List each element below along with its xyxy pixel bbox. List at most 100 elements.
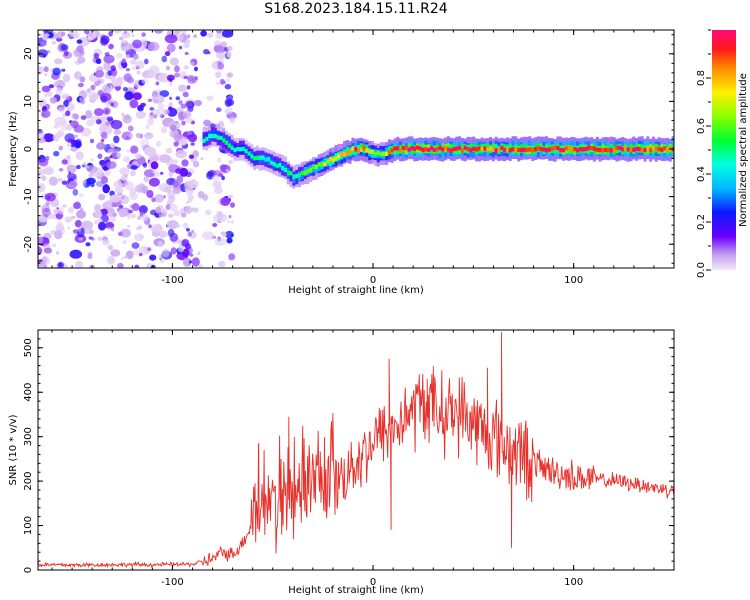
noise-blob xyxy=(54,81,59,87)
noise-blob xyxy=(103,107,111,115)
noise-blob xyxy=(185,100,193,108)
noise-blob xyxy=(150,161,159,170)
noise-blob xyxy=(227,194,234,199)
ridge-cell xyxy=(323,162,327,167)
noise-blob xyxy=(153,114,158,119)
noise-blob xyxy=(215,81,221,86)
ridge-cell xyxy=(365,148,369,153)
ridge-cell xyxy=(208,133,212,139)
ridge-cell xyxy=(531,148,535,153)
noise-blob xyxy=(132,92,142,100)
ridge-cell xyxy=(559,148,563,153)
noise-blob xyxy=(194,99,203,107)
noise-blob xyxy=(57,262,63,267)
colorbar-gradient xyxy=(712,30,736,270)
noise-blob xyxy=(127,224,131,228)
noise-blob xyxy=(114,187,124,194)
ridge-cell xyxy=(475,147,478,152)
ridge-cell xyxy=(438,145,442,150)
ridge-cell xyxy=(573,146,577,152)
noise-blob xyxy=(117,262,124,268)
noise-blob xyxy=(160,126,168,134)
noise-blob xyxy=(107,244,114,251)
noise-blob xyxy=(224,230,234,239)
noise-blob xyxy=(229,116,236,124)
noise-blob xyxy=(44,73,48,77)
noise-blob xyxy=(182,110,192,119)
noise-blob xyxy=(193,34,197,38)
ridge-cell xyxy=(272,162,276,167)
noise-blob xyxy=(178,100,183,105)
spectrogram-x-axis-title: Height of straight line (km) xyxy=(288,285,424,296)
noise-blob xyxy=(58,207,65,215)
noise-blob xyxy=(148,177,160,187)
noise-blob xyxy=(216,210,223,218)
ridge-cell xyxy=(432,147,436,153)
ridge-cell xyxy=(320,162,324,167)
noise-blob xyxy=(218,260,226,268)
ridge-cell xyxy=(337,154,341,159)
noise-blob xyxy=(160,156,166,161)
y-tick-label: 300 xyxy=(23,427,34,446)
noise-blob xyxy=(169,232,179,242)
noise-blob xyxy=(135,153,142,159)
noise-blob xyxy=(99,124,107,133)
noise-blob xyxy=(123,73,132,82)
noise-blob xyxy=(85,110,93,119)
noise-blob xyxy=(144,146,156,156)
ridge-cell xyxy=(306,168,310,174)
noise-blob xyxy=(78,193,84,198)
y-tick-label: -10 xyxy=(23,188,34,204)
ridge-cell xyxy=(286,170,290,176)
noise-blob xyxy=(70,215,76,220)
x-tick-label: 0 xyxy=(370,577,376,588)
noise-blob xyxy=(147,71,156,79)
ridge-cell xyxy=(489,146,492,151)
noise-blob xyxy=(164,34,178,44)
y-tick-label: 0 xyxy=(23,146,34,152)
noise-blob xyxy=(135,110,146,119)
ridge-cell xyxy=(480,146,484,152)
ridge-cell xyxy=(562,147,565,153)
noise-blob xyxy=(123,30,127,35)
noise-blob xyxy=(128,133,134,138)
ridge-cell xyxy=(615,145,619,150)
noise-blob xyxy=(181,159,189,167)
ridge-cell xyxy=(609,147,613,152)
noise-blob xyxy=(174,65,180,73)
noise-blob xyxy=(182,258,190,267)
ridge-cell xyxy=(525,147,529,152)
noise-blob xyxy=(109,155,113,159)
ridge-cell xyxy=(601,147,605,153)
snr-plot: -100 0 100 0 100 200 300 400 500 Height of strai… xyxy=(8,329,675,596)
noise-blob xyxy=(77,56,86,64)
noise-blob xyxy=(122,240,127,245)
noise-blob xyxy=(55,87,63,96)
noise-blob xyxy=(94,81,100,87)
noise-blob xyxy=(170,247,177,255)
noise-blob xyxy=(164,51,171,57)
ridge-cell xyxy=(351,146,355,151)
noise-blob xyxy=(89,229,94,235)
noise-blob xyxy=(141,32,146,37)
noise-blob xyxy=(43,247,53,254)
noise-blob xyxy=(181,239,190,247)
ridge-cell xyxy=(469,143,473,152)
ridge-cell xyxy=(373,151,377,157)
ridge-cell xyxy=(225,140,228,145)
noise-blob xyxy=(190,142,195,146)
ridge-cell xyxy=(241,146,245,151)
noise-blob xyxy=(162,252,170,258)
noise-blob xyxy=(226,77,231,83)
noise-blob xyxy=(125,68,130,72)
noise-blob xyxy=(198,264,203,268)
ridge-cell xyxy=(368,149,372,154)
ridge-cell xyxy=(298,172,301,177)
ridge-cell xyxy=(666,147,669,153)
noise-blob xyxy=(187,179,199,189)
ridge-cell xyxy=(331,157,335,162)
ridge-cell xyxy=(511,147,515,152)
noise-blob xyxy=(141,78,148,85)
noise-blob xyxy=(66,164,77,174)
noise-blob xyxy=(53,150,60,157)
